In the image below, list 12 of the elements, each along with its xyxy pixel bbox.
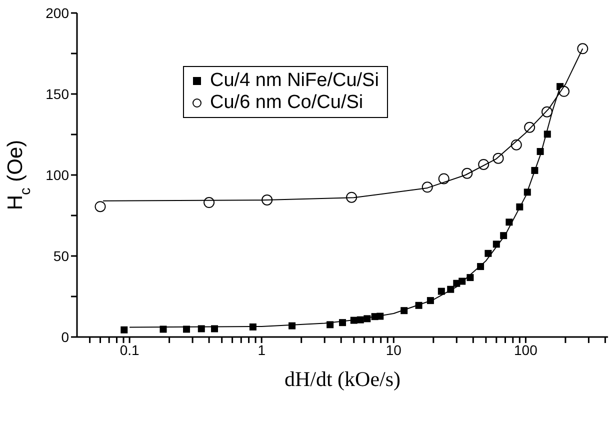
legend-label: Cu/4 nm NiFe/Cu/Si [210, 70, 379, 92]
y-tick-label: 100 [46, 166, 70, 183]
y-tick-label: 50 [53, 248, 70, 264]
x-tick-label: 0.1 [120, 342, 140, 358]
x-tick-label: 10 [386, 342, 402, 358]
y-tick-label: 0 [61, 328, 70, 345]
y-tick-label: 150 [46, 86, 70, 102]
x-tick-label: 1 [258, 342, 266, 358]
x-axis-title: dH/dt (kOe/s) [284, 367, 401, 391]
y-tick-label: 200 [46, 4, 70, 21]
x-tick-label: 100 [514, 342, 538, 358]
legend-label: Cu/6 nm Co/Cu/Si [210, 92, 364, 114]
